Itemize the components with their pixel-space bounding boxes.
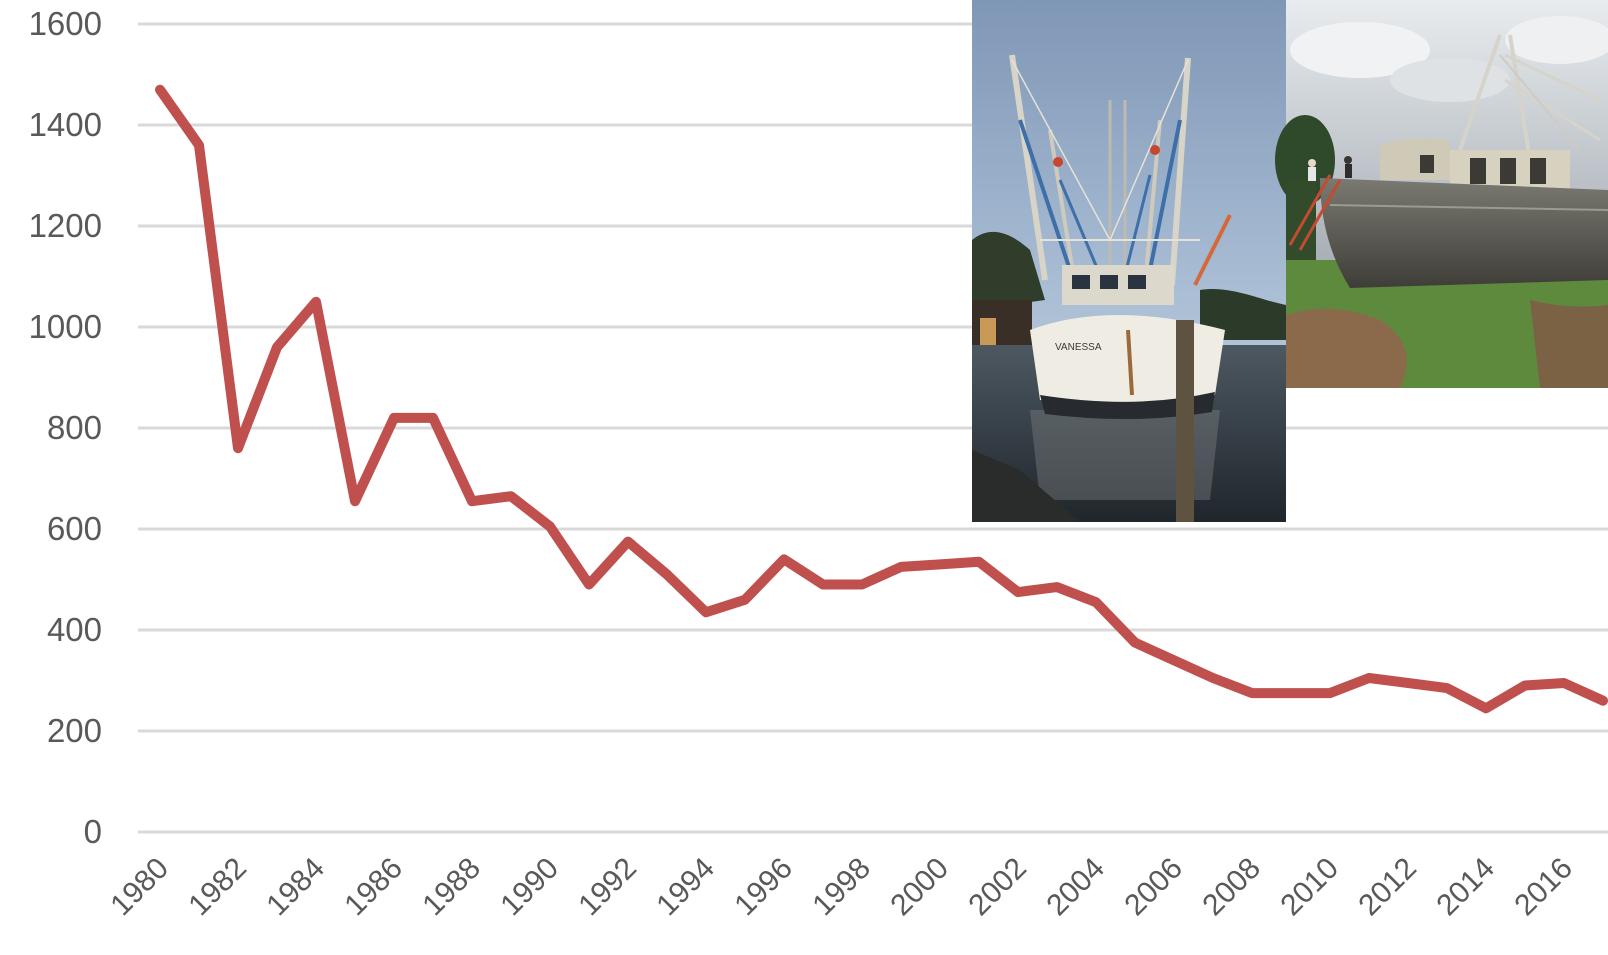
x-tick-label: 2016 [1508, 852, 1579, 923]
x-tick-label: 1980 [104, 852, 175, 923]
x-tick-label: 1992 [572, 852, 643, 923]
x-axis-tick-labels: 1980 1982 1984 1986 1988 1990 1992 1994 1996 1998… [104, 852, 1579, 923]
x-tick-label: 1982 [182, 852, 253, 923]
x-tick-label: 2004 [1040, 852, 1111, 923]
y-axis-tick-labels: 0 200 400 600 800 1000 1200 1400 1600 [29, 5, 102, 850]
y-tick-label: 600 [47, 510, 102, 547]
x-tick-label: 2006 [1118, 852, 1189, 923]
x-tick-label: 1998 [806, 852, 877, 923]
boat-name-label: VANESSA [1055, 342, 1102, 353]
y-tick-label: 1000 [29, 308, 102, 345]
x-tick-label: 1984 [260, 852, 331, 923]
gridlines [138, 22, 1608, 834]
y-tick-label: 1600 [29, 5, 102, 42]
x-tick-label: 2000 [884, 852, 955, 923]
x-tick-label: 1988 [416, 852, 487, 923]
y-tick-label: 200 [47, 712, 102, 749]
x-tick-label: 1996 [728, 852, 799, 923]
x-tick-label: 2008 [1196, 852, 1267, 923]
shrimp-boat-on-land-photo [1275, 0, 1608, 388]
x-tick-label: 2010 [1274, 852, 1345, 923]
x-tick-label: 1990 [494, 852, 565, 923]
y-tick-label: 1400 [29, 106, 102, 143]
x-tick-label: 2014 [1430, 852, 1501, 923]
y-tick-label: 800 [47, 409, 102, 446]
y-tick-label: 0 [84, 813, 102, 850]
x-tick-label: 2012 [1352, 852, 1423, 923]
x-tick-label: 2002 [962, 852, 1033, 923]
y-tick-label: 1200 [29, 207, 102, 244]
series-line [155, 84, 1608, 714]
x-tick-label: 1986 [338, 852, 409, 923]
y-tick-label: 400 [47, 611, 102, 648]
shrimp-boat-at-dock-photo: VANESSA [972, 0, 1286, 522]
x-tick-label: 1994 [650, 852, 721, 923]
series-layer [155, 84, 1608, 714]
